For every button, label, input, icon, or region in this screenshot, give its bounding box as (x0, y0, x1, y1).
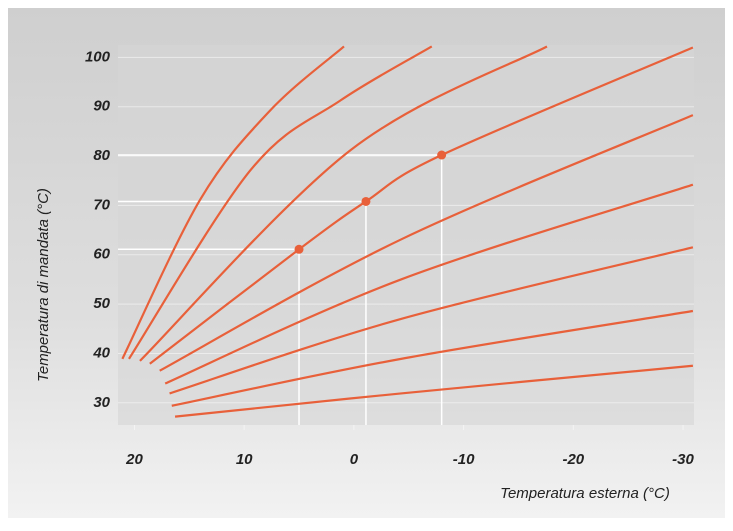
marker-point (361, 197, 370, 206)
y-tick-label: 50 (93, 295, 110, 312)
y-tick-label: 100 (85, 48, 111, 65)
marker-point (295, 245, 304, 254)
x-tick-label: -30 (672, 451, 694, 468)
y-tick-label: 70 (93, 196, 110, 213)
x-tick-label: 10 (236, 451, 253, 468)
y-tick-label: 80 (93, 147, 110, 164)
x-axis-title: Temperatura esterna (°C) (500, 485, 670, 502)
x-tick-label: -20 (562, 451, 584, 468)
page: Temperatura esterna (°C) Temperatura di … (0, 0, 733, 526)
x-tick-label: 20 (125, 451, 143, 468)
y-tick-label: 40 (92, 344, 110, 361)
y-tick-label: 30 (93, 394, 110, 411)
y-tick-label: 90 (93, 98, 110, 115)
marker-point (437, 151, 446, 160)
y-axis-title: Temperatura di mandata (°C) (35, 188, 52, 382)
x-tick-label: 0 (350, 451, 359, 468)
chart: Temperatura esterna (°C) Temperatura di … (0, 0, 733, 526)
x-tick-label: -10 (453, 451, 475, 468)
y-tick-label: 60 (93, 246, 110, 263)
